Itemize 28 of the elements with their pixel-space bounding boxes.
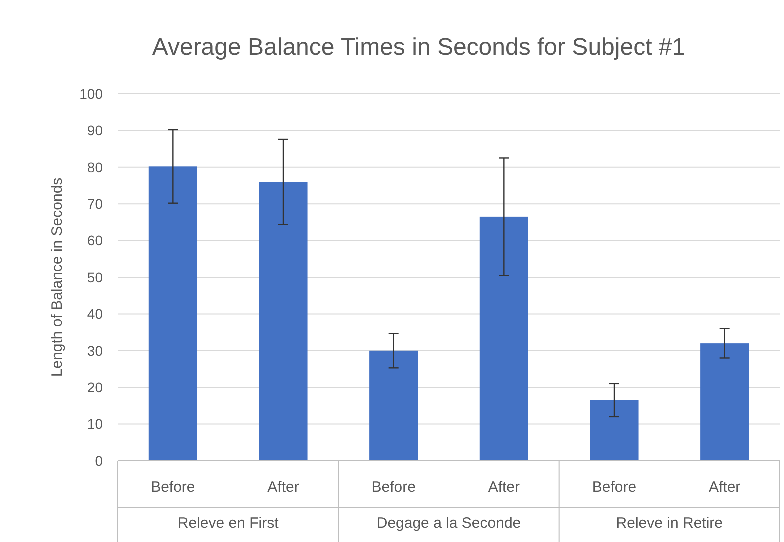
bar bbox=[480, 216, 528, 461]
text: Releve in Retire bbox=[616, 515, 724, 532]
x-tick-label: Before bbox=[372, 479, 416, 496]
x-tick-label: After bbox=[708, 479, 741, 496]
x-tick-label: After bbox=[488, 479, 520, 496]
bar bbox=[148, 166, 198, 461]
bar bbox=[700, 344, 750, 461]
chart-title: Average Balance Times in Seconds for Subject #1 bbox=[152, 34, 686, 61]
y-tick-label: 40 bbox=[87, 306, 104, 322]
bar bbox=[259, 182, 308, 461]
text: Releve en First bbox=[178, 515, 280, 532]
bar bbox=[370, 350, 418, 461]
y-tick-label: 50 bbox=[87, 269, 104, 286]
x-tick-label: Before bbox=[151, 479, 196, 496]
x-tick-label: Before bbox=[592, 479, 637, 496]
y-tick-label: 70 bbox=[87, 196, 104, 212]
y-tick-label: 100 bbox=[80, 86, 104, 102]
bar bbox=[590, 400, 639, 461]
y-axis-title: Length of Balance in Seconds bbox=[49, 178, 66, 378]
y-tick-label: 80 bbox=[87, 159, 104, 176]
y-tick-label: 60 bbox=[87, 232, 104, 249]
x-tick-label: After bbox=[268, 479, 300, 496]
y-tick-label: 20 bbox=[87, 380, 104, 396]
y-tick-label: 0 bbox=[95, 452, 104, 469]
y-tick-label: 10 bbox=[87, 416, 104, 432]
y-tick-label: 90 bbox=[87, 122, 104, 139]
y-tick-label: 30 bbox=[87, 342, 104, 359]
text: Degage a la Seconde bbox=[376, 515, 522, 532]
